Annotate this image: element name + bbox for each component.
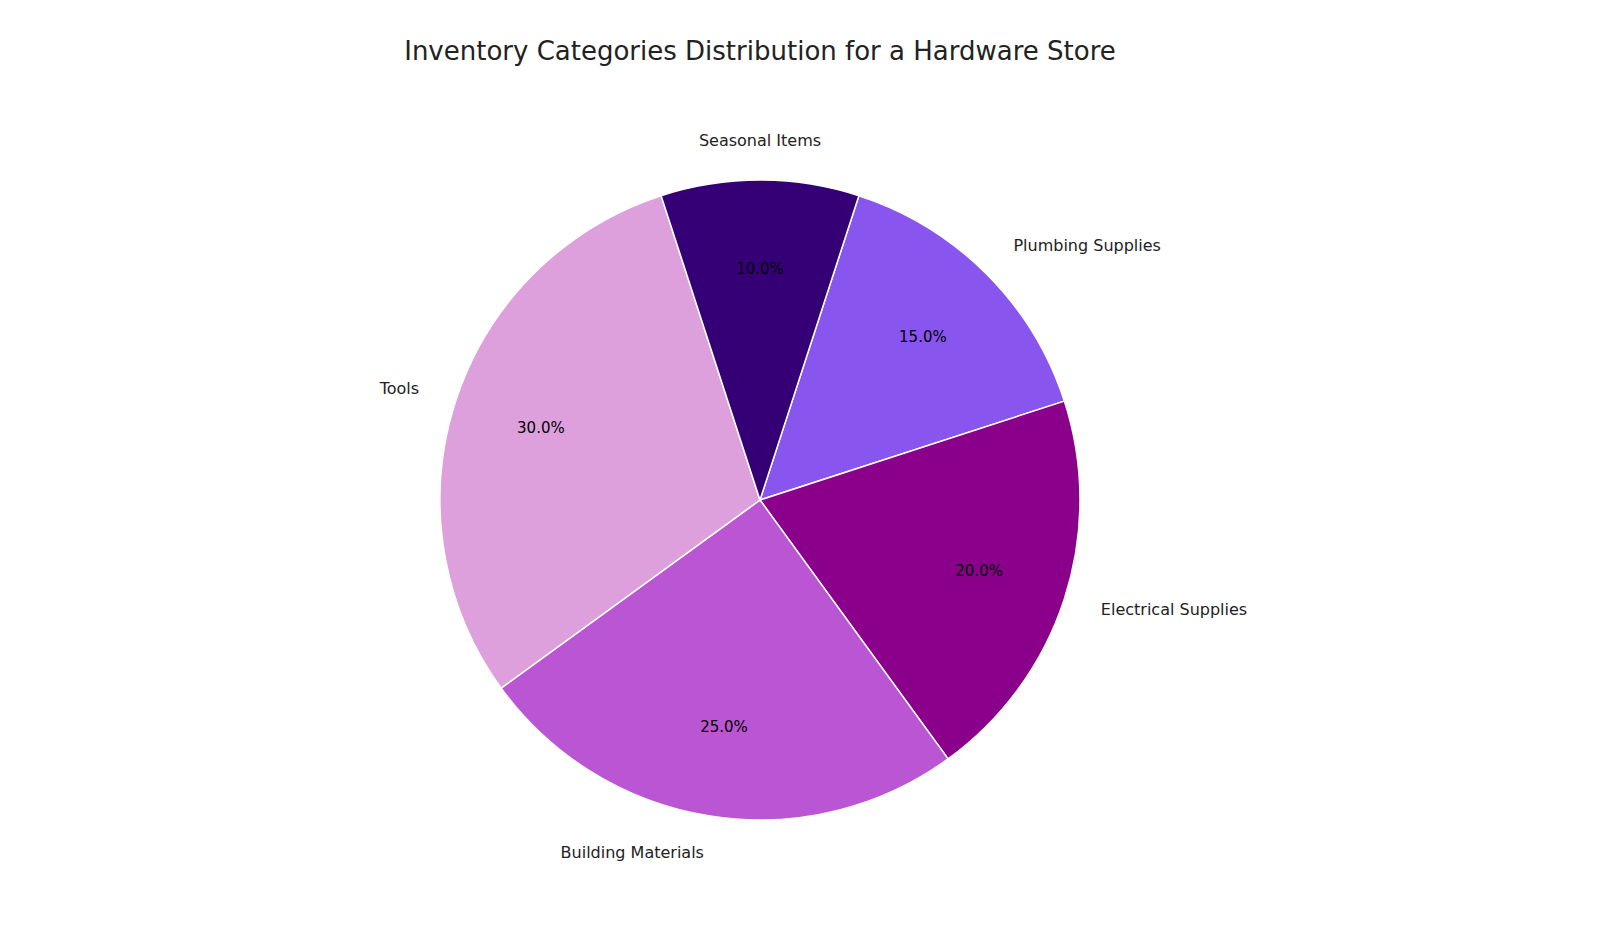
data-label: 10.0% — [736, 260, 784, 278]
chart-container: Inventory Categories Distribution for a … — [0, 0, 1600, 938]
slice-label: Tools — [379, 379, 419, 398]
data-label: 15.0% — [899, 328, 947, 346]
chart-svg: Inventory Categories Distribution for a … — [0, 0, 1600, 938]
data-label: 30.0% — [517, 419, 565, 437]
slice-label: Seasonal Items — [699, 131, 821, 150]
data-label: 20.0% — [955, 562, 1003, 580]
labels: Plumbing Supplies 15.0% Electrical Supplie… — [379, 131, 1247, 862]
slice-label: Plumbing Supplies — [1013, 236, 1160, 255]
slices — [440, 180, 1080, 820]
slice-label: Electrical Supplies — [1101, 600, 1247, 619]
data-label: 25.0% — [700, 718, 748, 736]
slice-label: Building Materials — [561, 843, 704, 862]
chart-title: Inventory Categories Distribution for a … — [404, 36, 1116, 66]
pie-slice — [661, 180, 859, 500]
